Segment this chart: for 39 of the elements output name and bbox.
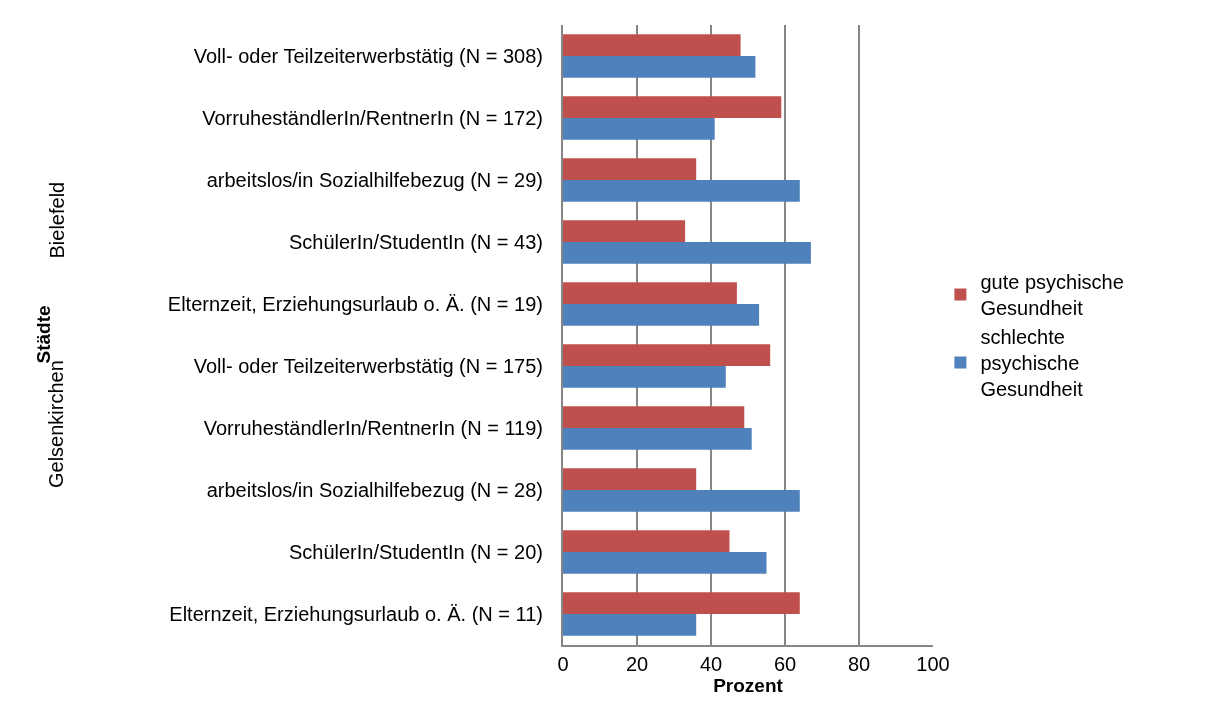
x-tick-label: 40 [699,653,723,675]
x-tick-label: 80 [847,653,871,675]
x-tick-label: 20 [625,653,649,675]
bar [563,304,760,326]
y-tick-label: Voll- oder Teilzeiterwerbstätig (N = 175) [193,355,543,377]
y-tick-label: arbeitslos/in Sozialhilfebezug (N = 28) [206,479,543,501]
bar [563,282,737,304]
bar [563,490,800,512]
y-tick-label: VorruheständlerIn/RentnerIn (N = 172) [202,107,543,129]
bar [563,552,767,574]
y-tick-label: Elternzeit, Erziehungsurlaub o. Ä. (N = 11) [169,603,543,625]
bar [563,96,782,118]
bar [563,34,741,56]
bar [563,468,697,490]
bar [563,428,752,450]
bar [563,592,800,614]
x-axis-title: Prozent [713,675,784,696]
y-tick-label: Voll- oder Teilzeiterwerbstätig (N = 308) [193,45,543,67]
bar [563,366,726,388]
bar [563,530,730,552]
y-tick-label: SchülerIn/StudentIn (N = 43) [288,231,543,253]
bar [563,56,756,78]
bar [563,220,686,242]
x-tick-label: 100 [916,653,950,675]
y-tick-label: SchülerIn/StudentIn (N = 20) [288,541,543,563]
y-tick-label: Elternzeit, Erziehungsurlaub o. Ä. (N = 19) [167,293,543,315]
y-tick-label: arbeitslos/in Sozialhilfebezug (N = 29) [206,169,543,191]
bar [563,242,811,264]
x-tick-label: 60 [773,653,797,675]
bar [563,180,800,202]
bar [563,118,715,140]
legend-label: schlechte psychische Gesundheit [980,326,1084,401]
bar [563,344,771,366]
bar [563,614,697,636]
y-tick-label: VorruheständlerIn/RentnerIn (N = 119) [203,417,543,439]
bar [563,158,697,180]
x-tick-label: 0 [557,653,569,675]
text: Bielefeld [45,181,68,259]
bar [563,406,745,428]
